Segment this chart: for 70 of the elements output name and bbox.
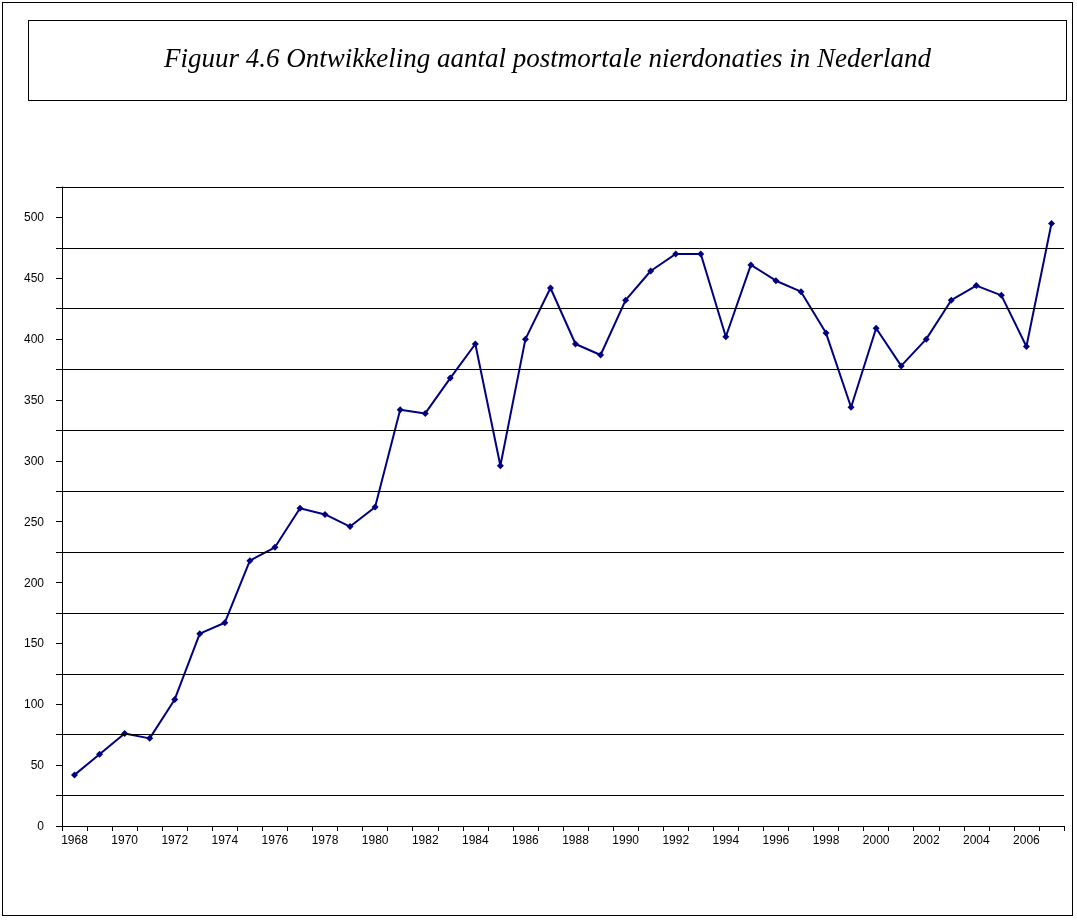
- point: [71, 771, 79, 779]
- point: [521, 335, 529, 343]
- x-tick-label: 1988: [562, 833, 590, 847]
- x-tick-label: 1968: [61, 833, 89, 847]
- point: [947, 296, 955, 304]
- y-tick-label: 250: [23, 514, 45, 529]
- x-tick-label: 1994: [712, 833, 740, 847]
- point: [296, 504, 304, 512]
- point: [797, 288, 805, 296]
- point: [321, 510, 329, 518]
- point: [972, 282, 980, 290]
- point: [446, 374, 454, 382]
- point: [171, 695, 179, 703]
- point: [471, 340, 479, 348]
- point: [572, 340, 580, 348]
- point: [546, 284, 554, 292]
- y-tick-label: 0: [37, 819, 45, 833]
- point: [772, 277, 780, 285]
- point: [822, 329, 830, 337]
- x-tick-label: 1996: [762, 833, 790, 847]
- point: [872, 324, 880, 332]
- point: [196, 630, 204, 638]
- point: [1047, 220, 1055, 228]
- y-tick-label: 50: [30, 758, 45, 773]
- point: [997, 291, 1005, 299]
- y-tick-label: 400: [23, 332, 45, 347]
- x-tick-label: 1982: [411, 833, 439, 847]
- y-tick-label: 350: [23, 393, 45, 407]
- point: [346, 523, 354, 531]
- point: [246, 557, 254, 565]
- x-tick-label: 1970: [111, 833, 139, 847]
- chart-title: Figuur 4.6 Ontwikkeling aantal postmortale nierdonaties in Nederland: [163, 43, 932, 74]
- point: [597, 351, 605, 359]
- point: [96, 750, 104, 758]
- y-tick-label: 450: [23, 271, 45, 286]
- x-tick-label: 1976: [261, 833, 289, 847]
- x-tick-label: 2000: [862, 833, 890, 847]
- point: [271, 543, 279, 551]
- x-tick-label: 1974: [211, 833, 239, 847]
- title-frame: Figuur 4.6 Ontwikkeling aantal postmortale nierdonaties in Nederland: [28, 20, 1067, 101]
- point: [897, 362, 905, 370]
- x-tick-label: 1990: [612, 833, 640, 847]
- y-tick-label: 300: [23, 453, 45, 468]
- point: [747, 261, 755, 269]
- x-tick-label: 1978: [311, 833, 339, 847]
- point: [421, 409, 429, 417]
- point: [722, 333, 730, 341]
- point: [647, 267, 655, 275]
- x-tick-label: 2002: [912, 833, 940, 847]
- point: [371, 503, 379, 511]
- y-tick-label: 200: [23, 575, 45, 590]
- point: [672, 250, 680, 258]
- x-tick-label: 2004: [962, 833, 990, 847]
- x-tick-label: 2006: [1013, 833, 1041, 847]
- x-tick-label: 1972: [161, 833, 189, 847]
- x-tick-label: 1998: [812, 833, 840, 847]
- point: [496, 462, 504, 470]
- y-tick-label: 500: [23, 210, 45, 225]
- y-tick-label: 150: [23, 636, 45, 651]
- point: [146, 734, 154, 742]
- x-tick-label: 1986: [512, 833, 540, 847]
- point: [221, 619, 229, 627]
- x-tick-label: 1984: [461, 833, 489, 847]
- point: [922, 335, 930, 343]
- x-tick-label: 1980: [361, 833, 389, 847]
- x-tick-label: 1992: [662, 833, 690, 847]
- point: [396, 406, 404, 414]
- point: [697, 250, 705, 258]
- point: [622, 296, 630, 304]
- y-tick-label: 100: [23, 697, 45, 712]
